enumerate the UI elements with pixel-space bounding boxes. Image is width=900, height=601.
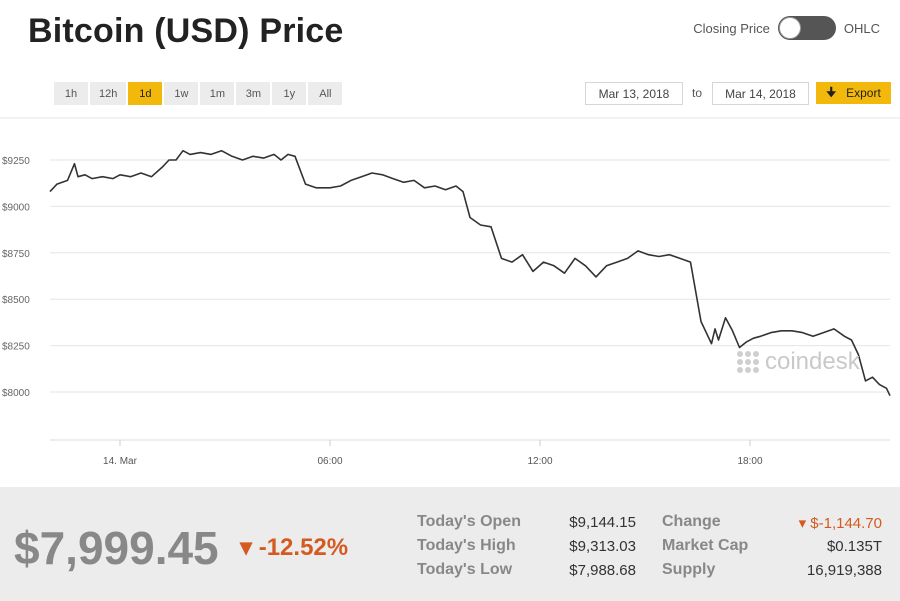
range-all-button[interactable]: All [308,82,343,105]
date-from-input[interactable]: Mar 13, 2018 [585,82,683,105]
range-12h-button[interactable]: 12h [90,82,127,105]
y-tick-label-5: $9250 [2,156,30,167]
stat-supply-value: 16,919,388 [806,562,882,579]
stat-supply-label: Supply [662,561,716,578]
x-tick-label-3: 18:00 [737,456,762,467]
range-1y-button[interactable]: 1y [272,82,307,105]
stat-change-label: Change [662,513,721,530]
range-1h-button[interactable]: 1h [54,82,88,105]
range-1w-button[interactable]: 1w [164,82,199,105]
current-price: $7,999.45 [14,522,219,574]
stat-high-label: Today's High [417,537,516,554]
y-tick-label-0: $8000 [2,388,30,399]
x-tick-label-0: 14. Mar [103,456,138,467]
x-tick-label-2: 12:00 [527,456,552,467]
stat-high-value: $9,313.03 [569,538,636,555]
stat-marketcap-value: $0.135T [826,538,882,555]
export-label: Export [846,86,881,100]
toggle-label-ohlc[interactable]: OHLC [843,20,880,36]
page-title: Bitcoin (USD) Price [28,12,344,50]
y-tick-label-2: $8500 [2,295,30,306]
export-button[interactable]: 🠋 Export [816,82,891,104]
price-mode-toggle-group: Closing Price OHLC [693,16,880,40]
price-summary-footer: $7,999.45 ▾ -12.52% Today's Open $9,144.… [0,487,900,601]
date-to-label: to [692,86,703,100]
date-to-input[interactable]: Mar 14, 2018 [712,82,809,105]
stat-open-value: $9,144.15 [569,514,636,531]
stat-open-label: Today's Open [417,513,521,530]
stat-low-label: Today's Low [417,561,513,578]
download-arrow-icon: 🠋 [826,84,837,99]
coindesk-watermark: coindesk [737,348,860,376]
range-1d-button[interactable]: 1d [128,82,163,105]
price-mode-toggle[interactable] [777,16,836,40]
price-series-line-0 [49,149,891,397]
y-tick-label-3: $8750 [2,249,30,260]
watermark-text: coindesk [765,348,860,375]
stat-change-value: ▾ $-1,144.70 [798,515,882,532]
toggle-label-closing[interactable]: Closing Price [693,20,770,36]
toggle-knob[interactable] [778,17,801,39]
x-tick-label-1: 06:00 [317,456,342,467]
change-percent: ▾ -12.52% [240,534,349,561]
range-1m-button[interactable]: 1m [200,82,235,105]
stat-marketcap-label: Market Cap [662,537,749,554]
stat-low-value: $7,988.68 [569,562,636,579]
range-3m-button[interactable]: 3m [236,82,271,105]
price-chart: $8000 $8250 $8500 $8750 $9000 $9250 14. Mar 06:… [0,117,900,467]
time-range-selector: 1h 12h 1d 1w 1m 3m 1y All [54,82,343,105]
coindesk-logo-icon [737,351,759,373]
y-tick-label-4: $9000 [2,202,30,213]
y-tick-label-1: $8250 [2,342,30,353]
